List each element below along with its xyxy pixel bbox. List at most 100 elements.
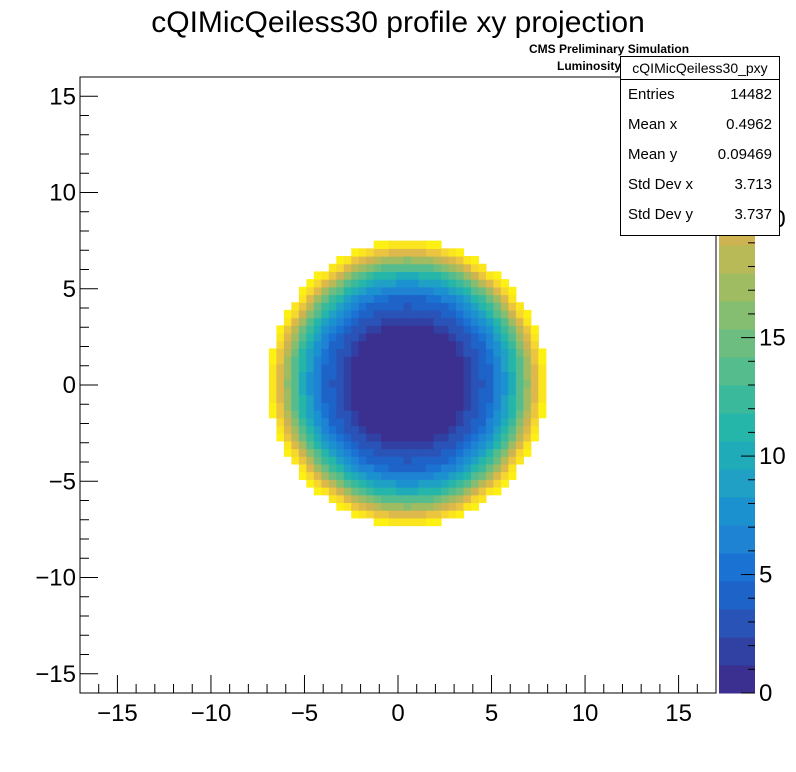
- heatmap-cell: [336, 417, 345, 427]
- heatmap-cell: [336, 294, 345, 303]
- heatmap-cell: [306, 379, 315, 388]
- heatmap-cell: [470, 410, 480, 419]
- heatmap-cell: [358, 471, 367, 480]
- heatmap-cell: [500, 325, 509, 334]
- heatmap-cell: [388, 487, 397, 496]
- heatmap-cell: [358, 479, 367, 488]
- heatmap-cell: [448, 325, 457, 334]
- heatmap-cell: [306, 286, 315, 296]
- heatmap-cell: [373, 510, 382, 519]
- heatmap-cell: [373, 294, 382, 303]
- y-tick-label: −5: [49, 468, 76, 495]
- heatmap-cell: [530, 386, 539, 396]
- heatmap-cell: [321, 271, 330, 280]
- heatmap-cell: [328, 325, 337, 334]
- heatmap-cell: [336, 410, 345, 419]
- y-tick-label: 0: [63, 372, 76, 399]
- heatmap-cell: [493, 317, 502, 326]
- heatmap-cell: [418, 510, 427, 519]
- z-tick-label: 15: [759, 325, 786, 352]
- heatmap-cell: [433, 448, 442, 457]
- heatmap-cell: [500, 371, 509, 380]
- heatmap-cell: [291, 402, 300, 411]
- heatmap-cell: [463, 340, 472, 350]
- heatmap-cell: [358, 394, 367, 403]
- heatmap-cell: [508, 448, 517, 457]
- heatmap-cell: [448, 348, 457, 357]
- heatmap-cell: [470, 379, 480, 388]
- heatmap-cell: [523, 363, 532, 373]
- heatmap-cell: [426, 371, 435, 380]
- heatmap-cell: [441, 356, 450, 365]
- heatmap-cell: [418, 356, 427, 365]
- heatmap-cell: [441, 379, 450, 388]
- heatmap-cell: [358, 494, 367, 504]
- heatmap-cell: [493, 448, 502, 457]
- heatmap-cell: [433, 240, 442, 249]
- heatmap-cell: [515, 433, 524, 442]
- heatmap-cell: [441, 510, 450, 519]
- heatmap-cell: [313, 487, 322, 496]
- heatmap-cell: [351, 325, 360, 334]
- heatmap-cell: [426, 363, 435, 373]
- heatmap-cell: [381, 317, 390, 326]
- heatmap-cell: [403, 487, 412, 496]
- heatmap-cell: [396, 479, 405, 488]
- heatmap-cell: [396, 333, 405, 342]
- heatmap-cell: [403, 494, 412, 504]
- heatmap-cell: [321, 317, 330, 326]
- heatmap-cell: [500, 294, 509, 303]
- heatmap-cell: [396, 463, 405, 473]
- heatmap-cell: [463, 363, 472, 373]
- heatmap-cell: [441, 333, 450, 342]
- heatmap-cell: [343, 448, 352, 457]
- heatmap-cell: [366, 356, 375, 365]
- heatmap-cell: [515, 394, 524, 403]
- heatmap-cell: [441, 487, 450, 496]
- heatmap-cell: [515, 325, 524, 334]
- heatmap-cell: [381, 386, 390, 396]
- heatmap-cell: [463, 309, 472, 319]
- heatmap-cell: [426, 440, 435, 450]
- heatmap-cell: [538, 410, 547, 419]
- x-tick-label: 10: [572, 700, 599, 727]
- heatmap-cell: [343, 456, 352, 465]
- heatmap-cell: [470, 271, 480, 280]
- heatmap-cell: [441, 456, 450, 465]
- heatmap-cell: [328, 340, 337, 350]
- heatmap-cell: [493, 425, 502, 434]
- heatmap-cell: [493, 371, 502, 380]
- heatmap-cell: [508, 371, 517, 380]
- heatmap-cell: [441, 363, 450, 373]
- heatmap-cell: [433, 433, 442, 442]
- heatmap-cell: [321, 286, 330, 296]
- heatmap-cell: [283, 309, 292, 319]
- heatmap-cell: [403, 263, 412, 273]
- heatmap-cell: [463, 294, 472, 303]
- heatmap-cell: [366, 425, 375, 434]
- heatmap-cell: [351, 425, 360, 434]
- heatmap-cell: [403, 394, 412, 403]
- heatmap-cell: [396, 448, 405, 457]
- heatmap-cell: [403, 417, 412, 427]
- heatmap-cell: [493, 379, 502, 388]
- heatmap-cell: [306, 394, 315, 403]
- heatmap-cells: [268, 240, 547, 527]
- heatmap-cell: [493, 471, 502, 480]
- heatmap-cell: [403, 433, 412, 442]
- heatmap-cell: [485, 325, 494, 334]
- heatmap-cell: [388, 510, 397, 519]
- heatmap-cell: [441, 325, 450, 334]
- heatmap-cell: [283, 363, 292, 373]
- heatmap-cell: [463, 371, 472, 380]
- heatmap-cell: [530, 371, 539, 380]
- heatmap-cell: [485, 356, 494, 365]
- heatmap-cell: [508, 348, 517, 357]
- heatmap-cell: [411, 463, 420, 473]
- heatmap-cell: [388, 448, 397, 457]
- heatmap-cell: [313, 410, 322, 419]
- heatmap-cell: [336, 471, 345, 480]
- heatmap-cell: [343, 463, 352, 473]
- stats-box: cQIMicQeiless30_pxy Entries 14482 Mean x…: [620, 56, 780, 236]
- heatmap-cell: [283, 356, 292, 365]
